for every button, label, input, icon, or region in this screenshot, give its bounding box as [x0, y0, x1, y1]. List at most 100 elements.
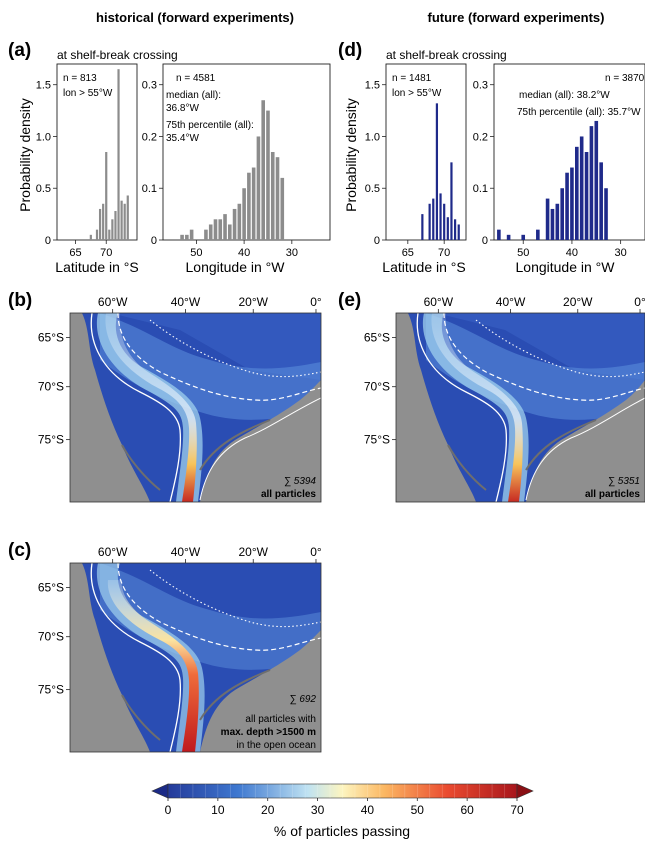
map-e-ice-shelf-edge	[447, 419, 597, 491]
a-lon-stat-3: 36.8°W	[166, 103, 199, 114]
a-lon-xtick-label: 30	[286, 247, 298, 259]
a-lon-bar	[208, 224, 213, 240]
map-c-label-1: all particles with	[245, 714, 316, 725]
d-lon-bar	[570, 167, 574, 240]
a-lon-bar	[266, 110, 270, 241]
a-lon-stat-5: 35.4°W	[166, 133, 199, 144]
a-lon-frame	[162, 63, 331, 241]
d-lon-bar	[589, 126, 594, 240]
d-lon-bar	[599, 162, 603, 240]
d-lat-ytick-label: 0	[374, 235, 380, 247]
d-lon-bar	[584, 152, 589, 240]
map-c-current-core	[107, 580, 199, 752]
d-lat-bar	[421, 214, 424, 240]
map-c	[70, 563, 321, 752]
a-lon-bar	[251, 167, 256, 240]
d-lat-stat-2: lon > 55°W	[392, 88, 442, 99]
map-c-east-antarctica	[200, 630, 321, 752]
map-b-lat-label: 65°S	[38, 331, 64, 345]
map-e-lon-label: 0°	[634, 295, 645, 309]
panel-letter-d: (d)	[338, 40, 362, 61]
map-b-ice-shelf-edge	[121, 419, 271, 491]
map-e-lat-label: 70°S	[364, 380, 390, 394]
map-b-contour-dashed	[117, 313, 321, 401]
panel-letter-a: (a)	[8, 40, 31, 61]
d-lon-xtick-label: 30	[615, 247, 627, 259]
a-lat-bar	[95, 229, 99, 240]
panel-letter-c: (c)	[8, 540, 31, 561]
d-lon-ytick-label: 0.2	[473, 131, 488, 143]
colorbar-tick-label: 40	[361, 803, 375, 817]
colorbar-tick-label: 60	[460, 803, 474, 817]
xlabel-d-lon: Longitude in °W	[516, 259, 616, 275]
d-lon-bar	[579, 136, 584, 240]
a-lon-bar	[270, 152, 275, 240]
d-lat-stat-1: n = 1481	[392, 73, 432, 84]
d-lon-bar	[604, 188, 608, 240]
map-b-lat-label: 70°S	[38, 380, 64, 394]
d-lat-xtick-label: 65	[402, 247, 414, 259]
a-lat-ytick-label: 0	[45, 235, 51, 247]
d-lon-bar	[536, 229, 540, 240]
a-lat-ytick-label: 1.0	[36, 131, 51, 143]
d-lon-ytick-label: 0	[482, 235, 488, 247]
a-lon-bar	[280, 177, 285, 240]
colorbar-ticks: 0 10 20 30 40 50 60 70	[165, 798, 524, 817]
d-lon-bar	[521, 234, 526, 240]
map-b-ocean-shade	[70, 313, 321, 380]
map-b-sum: ∑ 5394	[284, 476, 317, 487]
map-c-ice-shelf-edge	[121, 669, 271, 741]
colorbar: 0 10 20 30 40 50 60 70 % of particles passing	[151, 783, 534, 839]
a-lon-bar	[228, 224, 232, 240]
d-lat-bar	[435, 103, 439, 240]
map-b-contour-solid	[90, 313, 182, 502]
map-e-lon-label: 60°W	[424, 295, 454, 309]
colorbar-steps	[180, 784, 505, 798]
map-e-frame	[395, 312, 645, 503]
map-c-axes: 60°W 40°W 20°W 0° 65°S 70°S 75°S	[38, 545, 322, 697]
a-lon-bar	[256, 136, 261, 240]
a-lat-xtick-label: 70	[100, 247, 112, 259]
d-lon-bar	[594, 120, 599, 240]
a-lon-bar	[275, 157, 280, 240]
d-lon-ytick-label: 0.3	[473, 80, 488, 92]
a-lon-bar	[218, 219, 223, 240]
map-c-label-2: max. depth >1500 m	[221, 727, 316, 738]
a-lon-bar	[204, 229, 208, 240]
d-lon-bar	[497, 229, 501, 240]
d-lon-stat-1: n = 3870	[605, 73, 645, 84]
map-c-lat-label: 70°S	[38, 630, 64, 644]
subtitle-d: at shelf-break crossing	[386, 48, 507, 62]
d-lon-bar	[560, 188, 564, 240]
d-lat-ytick-label: 1.0	[365, 131, 380, 143]
d-lon-ytick-label: 0.1	[473, 183, 488, 195]
map-b-current-core	[105, 313, 197, 502]
panel-letter-e: (e)	[338, 290, 361, 311]
map-e-east-antarctica	[526, 380, 645, 502]
a-lon-bar	[180, 234, 184, 240]
d-lat-bar	[457, 224, 460, 240]
map-b-east-antarctica	[200, 380, 321, 502]
a-lat-bar	[108, 229, 111, 240]
a-lat-bar	[89, 234, 92, 240]
d-lat-bar	[428, 203, 431, 240]
colorbar-tick-label: 50	[411, 803, 425, 817]
xlabel-d-lat: Latitude in °S	[382, 259, 465, 275]
a-lon-bar	[185, 234, 189, 240]
d-lon-bar	[575, 146, 579, 240]
a-lat-ytick-label: 1.5	[36, 80, 51, 92]
map-e-label: all particles	[585, 489, 640, 500]
ylabel-d: Probability density	[343, 98, 359, 212]
histogram-d-longitude: 50 40 30 0 0.1 0.2 0.3	[473, 63, 645, 259]
d-lat-ytick-label: 1.5	[365, 80, 380, 92]
map-b-lat-label: 75°S	[38, 433, 64, 447]
map-c-antarctic-peninsula	[70, 563, 150, 752]
d-lat-bar	[443, 203, 446, 240]
a-lon-bar	[242, 188, 246, 240]
map-e-contour-dashed	[443, 313, 645, 401]
colorbar-label: % of particles passing	[274, 823, 410, 839]
d-lat-ytick-label: 0.5	[365, 183, 380, 195]
a-lat-bar	[105, 152, 108, 240]
map-c-frame	[69, 562, 322, 753]
